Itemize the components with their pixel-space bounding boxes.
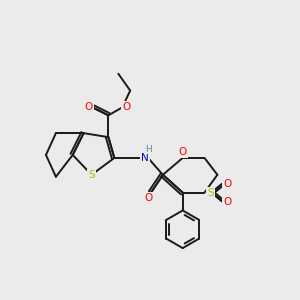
Text: S: S: [207, 188, 214, 198]
Text: N: N: [141, 153, 149, 163]
Text: O: O: [122, 102, 130, 112]
Text: O: O: [223, 196, 231, 206]
Text: O: O: [178, 147, 187, 157]
Text: O: O: [144, 193, 152, 202]
Text: O: O: [223, 179, 231, 189]
Text: H: H: [145, 145, 152, 154]
Text: S: S: [88, 170, 95, 180]
Text: O: O: [84, 102, 93, 112]
